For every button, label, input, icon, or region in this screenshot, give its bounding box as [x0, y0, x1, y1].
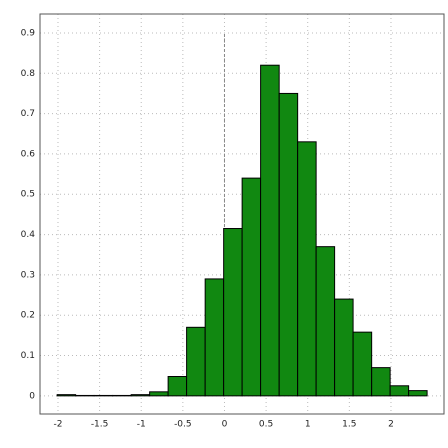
x-tick-label: -1.5 [91, 420, 109, 430]
y-tick-label: 0.6 [21, 149, 36, 159]
x-tick-label: 1.5 [342, 420, 356, 430]
y-tick-label: 0.3 [21, 270, 35, 280]
x-tick-label: -1 [137, 420, 146, 430]
y-tick-label: 0.8 [21, 69, 36, 79]
bar [371, 367, 391, 397]
y-tick-label: 0.2 [21, 311, 35, 321]
x-tick-label: 1 [305, 420, 311, 430]
y-tick-label: 0.1 [21, 351, 35, 361]
bar [130, 394, 151, 397]
bar [241, 177, 262, 397]
bar [186, 326, 206, 397]
bar [260, 64, 280, 397]
x-tick-label: -2 [53, 420, 62, 430]
y-tick-label: 0.4 [21, 230, 36, 240]
bar [389, 385, 410, 397]
y-tick-label: 0.9 [21, 28, 36, 38]
y-tick-label: 0.5 [21, 190, 35, 200]
bar [149, 391, 169, 397]
x-tick-label: -0.5 [174, 420, 192, 430]
bar [334, 298, 354, 397]
bar [56, 394, 77, 397]
bar [278, 92, 299, 397]
bar [352, 331, 373, 397]
bar [315, 246, 336, 397]
x-tick-label: 0.5 [259, 420, 273, 430]
bar [297, 141, 317, 397]
x-tick-label: 2 [388, 420, 394, 430]
x-tick-label: 0 [222, 420, 228, 430]
bar [223, 228, 243, 397]
bar [167, 376, 188, 397]
bar [408, 390, 428, 397]
plot-frame [39, 13, 445, 415]
bar [204, 278, 225, 397]
y-tick-label: 0.7 [21, 109, 35, 119]
y-tick-label: 0 [29, 391, 35, 401]
